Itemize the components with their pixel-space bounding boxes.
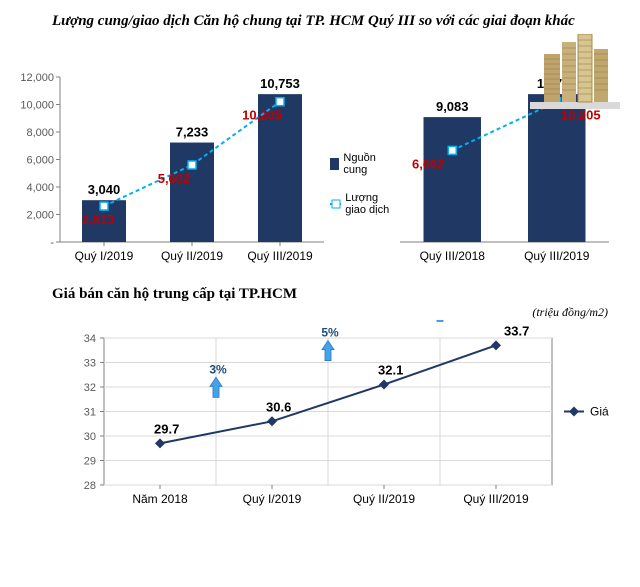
svg-text:Quý II/2019: Quý II/2019 [353, 492, 415, 506]
svg-text:8,000: 8,000 [26, 127, 54, 139]
chart1-row: - 2,000 4,000 6,000 8,000 10,000 12,000 3,040 Qu… [12, 42, 628, 272]
svg-text:Quý III/2019: Quý III/2019 [247, 249, 313, 263]
svg-text:30.6: 30.6 [266, 399, 291, 414]
svg-text:Quý III/2019: Quý III/2019 [463, 492, 529, 506]
svg-text:Giá: Giá [590, 404, 609, 418]
svg-text:32: 32 [84, 382, 96, 394]
svg-text:6,662: 6,662 [412, 156, 445, 171]
svg-text:2,000: 2,000 [26, 209, 54, 221]
svg-text:10,753: 10,753 [260, 76, 300, 91]
chart2: 28 29 30 31 32 33 34 Năm 2018 Quý I/2019 Quý II/2… [62, 320, 622, 515]
legend-line-label: Lượng giao dịch [345, 192, 390, 216]
svg-text:12,000: 12,000 [20, 72, 54, 84]
svg-text:29: 29 [84, 455, 96, 467]
chart2-title: Giá bán căn hộ trung cấp tại TP.HCM [52, 286, 628, 303]
svg-text:3%: 3% [209, 362, 227, 376]
svg-text:Quý III/2018: Quý III/2018 [420, 249, 486, 263]
legend-bar-label: Nguồn cung [343, 152, 390, 176]
chart2-unit: (triệu đồng/m2) [12, 305, 608, 320]
chart1-title: Lượng cung/giao dịch Căn hộ chung tại TP… [52, 12, 628, 32]
svg-text:2,613: 2,613 [82, 212, 115, 227]
svg-text:34: 34 [84, 333, 96, 345]
legend-swatch-bar [330, 158, 339, 170]
svg-text:10,205: 10,205 [242, 107, 282, 122]
svg-text:3,040: 3,040 [88, 182, 121, 197]
svg-text:Quý I/2019: Quý I/2019 [243, 492, 302, 506]
svg-text:28: 28 [84, 480, 96, 492]
svg-text:-: - [50, 237, 54, 249]
svg-text:Quý II/2019: Quý II/2019 [161, 249, 223, 263]
svg-text:10,000: 10,000 [20, 99, 54, 111]
svg-text:6,000: 6,000 [26, 154, 54, 166]
svg-text:31: 31 [84, 406, 96, 418]
svg-text:4,000: 4,000 [26, 182, 54, 194]
svg-text:7,233: 7,233 [176, 124, 209, 139]
svg-text:Năm 2018: Năm 2018 [132, 492, 188, 506]
svg-text:29.7: 29.7 [154, 421, 179, 436]
svg-text:5,602: 5,602 [158, 170, 191, 185]
svg-text:32.1: 32.1 [378, 362, 403, 377]
svg-text:5%: 5% [321, 325, 339, 339]
svg-text:33: 33 [84, 357, 96, 369]
chart1-legend: Nguồn cung Lượng giao dịch [330, 152, 390, 232]
svg-text:10,205: 10,205 [561, 107, 601, 122]
building-illustration [530, 34, 620, 109]
svg-text:9,083: 9,083 [436, 99, 469, 114]
svg-text:30: 30 [84, 431, 96, 443]
svg-text:Quý III/2019: Quý III/2019 [524, 249, 590, 263]
chart1-left: - 2,000 4,000 6,000 8,000 10,000 12,000 3,040 Qu… [12, 57, 332, 272]
svg-text:33.7: 33.7 [504, 323, 529, 338]
legend-swatch-line [330, 198, 341, 210]
svg-text:Quý I/2019: Quý I/2019 [75, 249, 134, 263]
